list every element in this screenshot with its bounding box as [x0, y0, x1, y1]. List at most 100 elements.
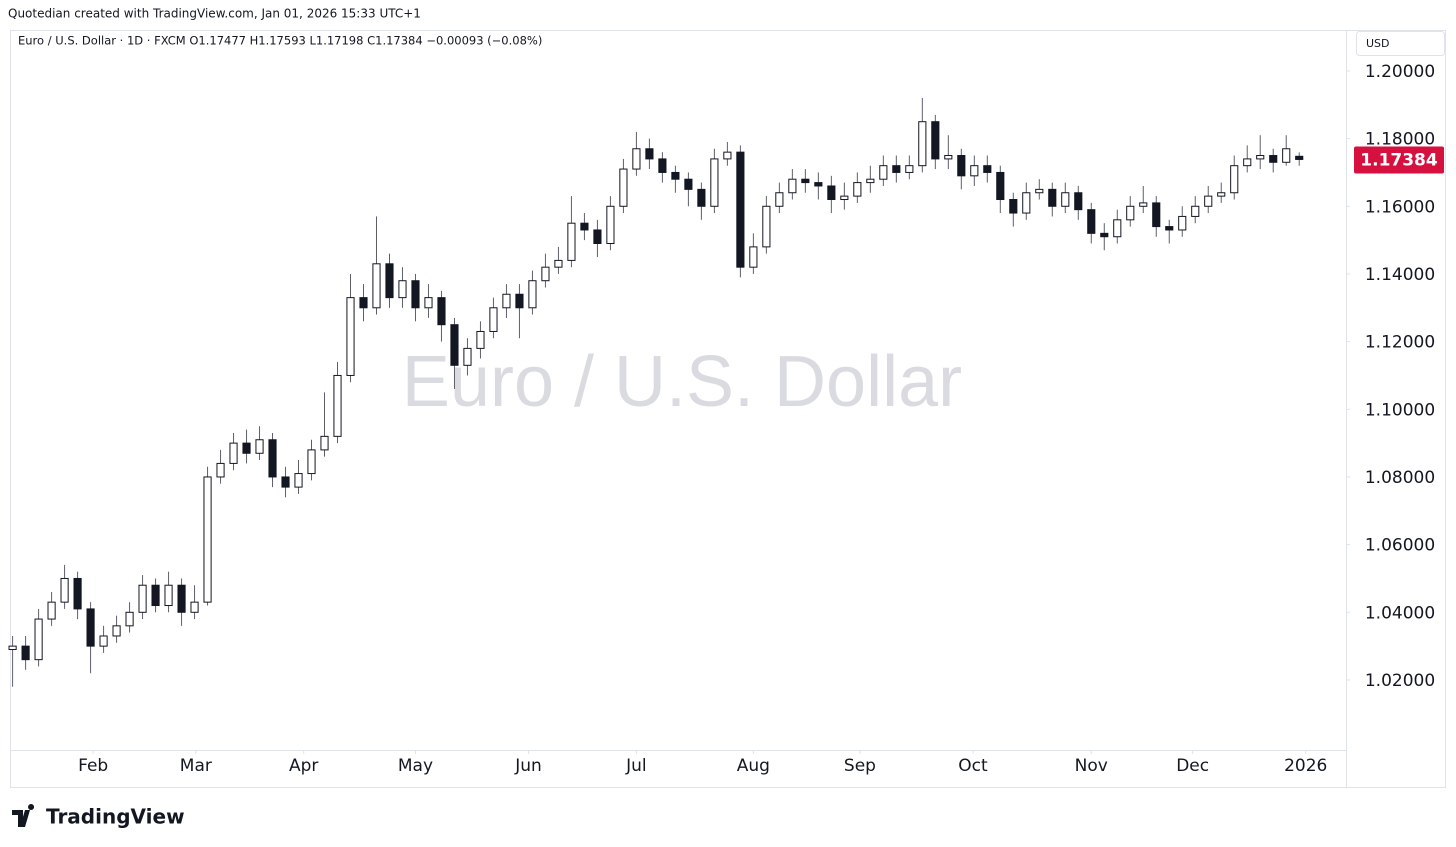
candle-body — [931, 121, 940, 160]
plot: 1.02000 1.04000 1.06000 1.08000 1.10000 1.120… — [8, 62, 1435, 776]
candle-body — [996, 171, 1005, 201]
candle-body — [632, 148, 641, 170]
x-tick-label: 2026 — [1284, 756, 1327, 776]
candle-body — [606, 205, 615, 244]
candle-body — [619, 168, 628, 207]
y-tick-label: 1.08000 — [1365, 468, 1435, 488]
candle-body — [1074, 192, 1083, 211]
y-tick-label: 1.14000 — [1365, 265, 1435, 285]
candle-body — [359, 297, 368, 309]
candle-body — [203, 476, 212, 603]
y-tick-label: 1.02000 — [1365, 671, 1435, 691]
symbol-header: Euro / U.S. Dollar · 1D · FXCM O1.17477 … — [18, 34, 542, 48]
candle-body — [879, 165, 888, 180]
x-tick-label: Jul — [625, 756, 647, 776]
x-tick-label: Jun — [514, 756, 542, 776]
candle-body — [320, 435, 329, 451]
candle-body — [554, 259, 563, 268]
credit: Quotedian created with TradingView.com, … — [8, 7, 421, 21]
x-tick-label: Dec — [1176, 756, 1209, 776]
candle-body — [801, 178, 810, 184]
x-tick-label: Aug — [737, 756, 770, 776]
candle-body — [489, 307, 498, 332]
candle-body — [60, 577, 69, 603]
candle-body — [723, 151, 732, 160]
candle-body — [1217, 192, 1226, 197]
currency: USD — [1366, 37, 1390, 50]
candle-body — [1295, 155, 1304, 160]
candle-body — [47, 601, 56, 620]
candle-body — [372, 263, 381, 309]
watermark: Euro / U.S. Dollar — [402, 342, 962, 422]
candle-body — [593, 229, 602, 244]
candle-body — [450, 324, 459, 366]
candle-body — [164, 584, 173, 607]
candle-body — [905, 165, 914, 173]
y-tick-label: 1.10000 — [1365, 400, 1435, 420]
candle-body — [1165, 226, 1174, 231]
candle-body — [944, 155, 953, 160]
candle-body — [541, 266, 550, 282]
candle-body — [918, 121, 927, 167]
candle-body — [125, 611, 134, 627]
candle-body — [294, 473, 303, 488]
y-tick-label: 1.18000 — [1365, 130, 1435, 150]
candle-body — [1087, 209, 1096, 234]
x-tick-label: Feb — [78, 756, 108, 776]
candle-body — [1230, 165, 1239, 194]
candle-body — [658, 158, 667, 173]
candle-body — [255, 439, 264, 454]
candle-body — [268, 439, 277, 478]
candle-body — [99, 635, 108, 647]
x-tick-label: Oct — [958, 756, 988, 776]
y-tick-label: 1.04000 — [1365, 603, 1435, 623]
candle-body — [983, 165, 992, 173]
candle-body — [8, 645, 17, 651]
candle-body — [1113, 219, 1122, 238]
candle-body — [229, 442, 238, 464]
candle-body — [1048, 188, 1057, 207]
candle-body — [1100, 232, 1109, 238]
candle-body — [177, 584, 186, 613]
candle-body — [1178, 215, 1187, 231]
candle-body — [1282, 148, 1291, 163]
candle-body — [216, 462, 225, 478]
logo-icon — [12, 804, 35, 827]
candle-body — [1191, 205, 1200, 217]
candle-body — [398, 280, 407, 299]
candle-body — [840, 195, 849, 201]
x-tick-label: Apr — [289, 756, 318, 776]
candle-body — [86, 608, 95, 647]
candle-body — [476, 330, 485, 349]
candle-body — [1035, 188, 1044, 194]
candle-body — [190, 601, 199, 613]
currency-box[interactable] — [1356, 31, 1445, 56]
candle-body — [281, 476, 290, 488]
candle-body — [463, 347, 472, 366]
candle-body — [411, 280, 420, 309]
candle-body — [671, 171, 680, 180]
candle-body — [580, 222, 589, 231]
candle-body — [775, 192, 784, 207]
candle-body — [814, 182, 823, 187]
candle-body — [112, 625, 121, 637]
candle-body — [1243, 158, 1252, 167]
candle-body — [242, 442, 251, 454]
candle-body — [424, 297, 433, 309]
candle-body — [1139, 202, 1148, 207]
candle-body — [502, 293, 511, 309]
brand-logo: TradingView — [12, 804, 185, 829]
candle-body — [1152, 202, 1161, 228]
candle-body — [970, 165, 979, 177]
candle-body — [697, 188, 706, 207]
candle-body — [307, 449, 316, 475]
last-price-label: 1.17384 — [1360, 150, 1438, 170]
candle-body — [749, 246, 758, 268]
x-tick-label: May — [398, 756, 433, 776]
candle-body — [1009, 199, 1018, 214]
candle-body — [567, 222, 576, 261]
candle-body — [1256, 155, 1265, 160]
candle-body — [762, 205, 771, 248]
